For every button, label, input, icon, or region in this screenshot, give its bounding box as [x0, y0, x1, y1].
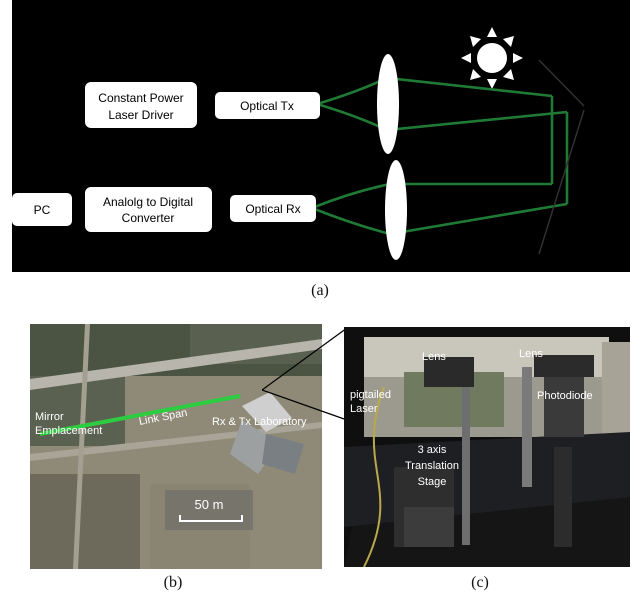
lab-label: Rx & Tx Laboratory	[212, 416, 307, 428]
caption-c: (c)	[471, 574, 489, 591]
scale-bar	[179, 515, 243, 522]
photodiode-label: Photodiode	[537, 390, 593, 402]
laser-driver-box	[85, 82, 197, 128]
optical-rx-label: Optical Rx	[245, 202, 300, 216]
lab-photo: Lens Lens pigtailed Laser Photodiode 3 a…	[344, 327, 630, 567]
mirror-label-2: Emplacement	[35, 425, 102, 437]
optical-tx-label: Optical Tx	[240, 99, 294, 113]
lens-label-right: Lens	[519, 348, 543, 360]
system-diagram: Constant Power Laser Driver Optical Tx P…	[12, 0, 630, 272]
optical-tx-box	[215, 92, 320, 119]
stage-label-1: 3 axis	[418, 444, 447, 456]
laser-driver-label-2: Laser Driver	[108, 108, 173, 122]
lens-icon-tx	[377, 54, 399, 154]
stage-label-3: Stage	[418, 476, 447, 488]
lens-icon-rx	[385, 160, 407, 260]
aerial-map: Mirror Emplacement Link Span Rx & Tx Lab…	[30, 324, 322, 569]
sun-icon	[461, 27, 523, 89]
optical-rx-box	[230, 195, 316, 222]
pigtailed-label-1: pigtailed	[350, 389, 391, 401]
adc-label-2: Converter	[122, 211, 175, 225]
scale-box	[165, 490, 253, 530]
lens-label-left: Lens	[422, 351, 446, 363]
caption-a: (a)	[311, 282, 329, 299]
adc-box	[85, 187, 212, 232]
caption-b: (b)	[163, 574, 183, 591]
laser-driver-label-1: Constant Power	[98, 91, 183, 105]
stage-label-2: Translation	[405, 460, 459, 472]
pc-label: PC	[34, 203, 51, 217]
pc-box	[12, 193, 72, 226]
link-span-line	[39, 394, 241, 436]
adc-label-1: Analolg to Digital	[103, 195, 193, 209]
pigtailed-label-2: Laser	[350, 403, 378, 415]
mirror-icon	[538, 59, 585, 255]
scale-label: 50 m	[195, 497, 224, 512]
zoom-connector	[262, 327, 348, 421]
mirror-label-1: Mirror	[35, 411, 64, 423]
